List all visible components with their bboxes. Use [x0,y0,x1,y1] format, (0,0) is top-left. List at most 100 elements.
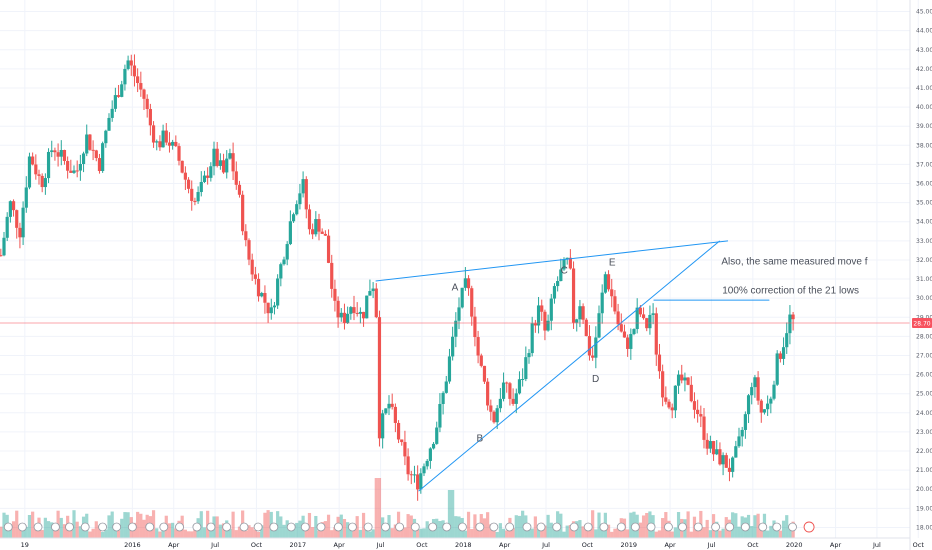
candle-body [31,156,34,164]
candle-body [515,393,518,404]
candle-body [502,383,505,399]
event-marker-icon [160,523,168,531]
volume-bar [343,519,346,538]
event-marker-icon [664,523,672,531]
volume-bar [550,523,553,538]
volume-bar [95,521,98,538]
volume-bar [486,512,489,538]
y-tick-label: 41.00 [916,85,932,92]
candle-body [499,399,502,408]
volume-bar [515,515,518,538]
event-marker-icon [506,523,514,531]
price-axis[interactable]: 45.00 44.00 43.00 42.00 41.00 40.00 39.00 38.00… [910,0,932,550]
y-tick-label: 43.00 [916,47,932,54]
candle-body [238,185,241,195]
x-tick-label: 2017 [290,541,307,549]
candle-body [477,337,480,355]
candle-body [394,407,397,423]
candle-body [661,371,664,397]
candle-body [292,214,295,221]
candle-body [556,281,559,286]
volume-bar [674,527,677,538]
volume-bar [591,510,594,538]
event-marker-icon [364,523,372,531]
candle-body [512,399,515,404]
volume-bar [378,478,381,538]
candle-body [712,441,715,454]
candle-body [142,90,145,99]
volume-bar [187,531,190,538]
event-marker-icon [679,523,687,531]
volume-bar [661,518,664,538]
event-marker-icon [570,523,578,531]
y-tick-label: 40.00 [916,104,932,111]
candle-body [260,293,263,296]
volume-bar [92,529,95,538]
volume-bar [107,515,110,538]
candle-body [79,164,82,171]
candle-body [655,313,658,354]
candle-body [162,131,165,148]
candle-body [378,317,381,438]
candle-body [254,274,257,278]
candle-body [15,210,18,228]
candle-body [693,401,696,410]
annotation-text: Also, the same measured move f [721,257,867,268]
time-axis[interactable]: 19 2016 Apr Jul Oct 2017 Apr Jul Oct 2018 Apr Jul Oc… [0,538,924,549]
volume-bar [28,515,31,538]
candle-body [184,173,187,180]
volume-bar [257,532,260,538]
volume-bar [254,530,257,538]
volume-bar [534,516,537,538]
event-marker-icon [207,523,215,531]
volume-bar [750,526,753,538]
y-tick-label: 23.00 [916,429,932,436]
candle-body [518,379,521,393]
y-tick-label: 38.00 [916,142,932,149]
event-marker-icon [537,523,545,531]
x-tick-label: Jul [707,541,716,549]
candle-body [483,366,486,382]
candle-body [492,412,495,422]
event-marker-icon [176,523,184,531]
candle-body [445,381,448,392]
candle-body [741,430,744,436]
candle-body [792,315,795,320]
y-tick-label: 27.00 [916,352,932,359]
x-tick-label: Apr [334,541,346,549]
x-tick-label: Apr [664,541,676,549]
candle-body [419,473,422,489]
volume-bar [722,529,725,538]
candle-body [63,150,66,161]
volume-bar [531,529,534,538]
wave-label: C [561,265,568,276]
volume-bar [642,515,645,538]
event-marker-icon [631,523,639,531]
candle-body [582,306,585,320]
candle-body [171,142,174,146]
volume-bar [235,530,238,538]
candle-body [537,305,540,325]
candle-body [305,179,308,209]
candle-body [387,404,390,409]
candle-body [117,95,120,97]
candle-body [772,385,775,399]
event-marker-icon [18,523,26,531]
x-tick-label: 2020 [786,541,803,549]
volume-bar [317,531,320,538]
volume-bar [12,521,15,538]
candle-body [190,189,193,201]
candle-body [524,357,527,379]
volume-bar [47,521,50,538]
candle-body [244,231,247,240]
candle-body [317,219,320,232]
earnings-marker-icon [804,522,814,532]
volume-bar [422,528,425,538]
candle-body [232,153,235,171]
candle-body [734,446,737,457]
volume-bar [499,523,502,538]
candle-body [658,355,661,372]
candle-body [464,278,467,288]
